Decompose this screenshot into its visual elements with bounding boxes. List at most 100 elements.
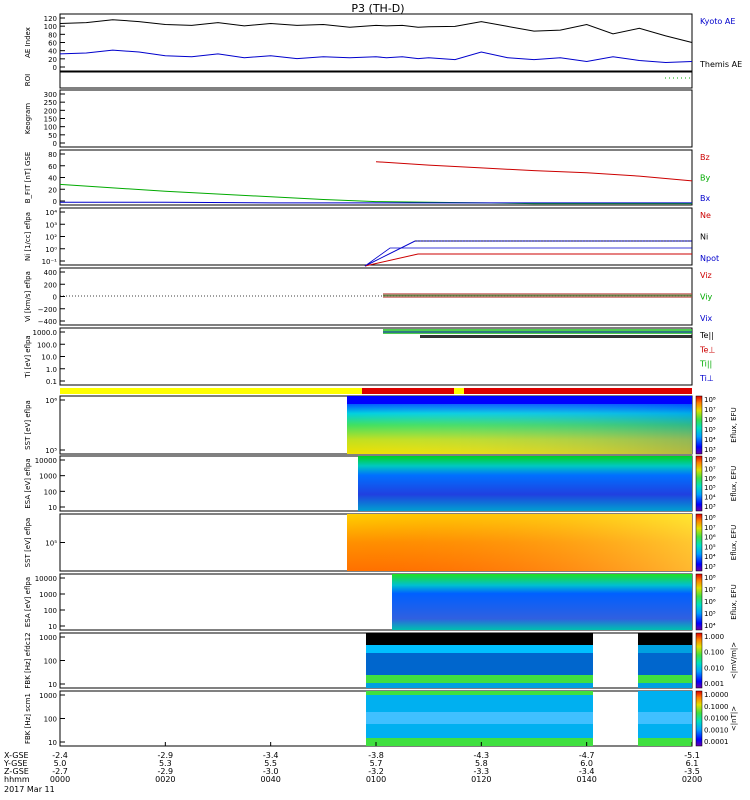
- cbar-tick-esa2-3: 10⁵: [704, 610, 716, 618]
- cbar-tick-sst2-0: 10⁸: [704, 514, 716, 522]
- ytick-esa2-1: 1000: [39, 591, 57, 599]
- sst1-spectrogram: [347, 396, 692, 454]
- fbk1-spectrogram: [366, 633, 692, 688]
- cbar-tick-sst2-3: 10⁵: [704, 543, 716, 551]
- colorbar-fbk2: [695, 690, 703, 747]
- xtick-t-3: 0100: [366, 775, 386, 784]
- legend-bfit-0: Bz: [700, 153, 710, 162]
- cbar-tick-fbk2-1: 0.1000: [704, 703, 729, 711]
- xtick-x-4: -4.3: [474, 751, 490, 760]
- ni-lines: [364, 240, 692, 267]
- cbar-tick-fbk2-4: 0.0001: [704, 738, 729, 746]
- ytick-vi-0: 400: [44, 269, 57, 277]
- x-row-label-z: Z-GSE: [4, 767, 29, 776]
- cbar-tick-sst1-1: 10⁷: [704, 406, 716, 414]
- ytick-ae-5: 20: [48, 56, 57, 64]
- ylabel-bfit: B_FIT [nT] GSE: [24, 152, 32, 204]
- xtick-z-4: -3.3: [474, 767, 490, 776]
- colorbar-sst1: [695, 395, 703, 455]
- legend-bfit-2: Bx: [700, 194, 710, 203]
- cbar-tick-fbk2-0: 1.0000: [704, 691, 729, 699]
- ytick-ae-0: 120: [44, 15, 57, 23]
- ytick-vi-3: −200: [38, 306, 57, 314]
- ytick-fbk1-2: 10: [48, 681, 57, 689]
- legend-ti-0: Te||: [699, 331, 714, 340]
- xtick-t-5: 0140: [576, 775, 596, 784]
- ytick-esa1-1: 1000: [39, 473, 57, 481]
- ytick-esa1-2: 100: [44, 488, 57, 496]
- x-row-label-x: X-GSE: [4, 751, 29, 760]
- series-kyoto-ae: [59, 49, 693, 64]
- ytick-esa1-3: 10: [48, 504, 57, 512]
- xtick-y-3: 5.7: [370, 759, 383, 768]
- ytick-keogram-3: 150: [44, 116, 57, 124]
- cbar-tick-sst2-5: 10³: [704, 563, 716, 571]
- ytick-sst1-0: 10⁶: [45, 397, 57, 405]
- legend-ti-2: Ti||: [699, 360, 712, 369]
- cbar-tick-fbk1-1: 0.100: [704, 649, 724, 657]
- cbar-tick-esa1-5: 10³: [704, 503, 716, 511]
- legend-vi-0: Viz: [700, 271, 712, 280]
- legend-ti-3: Ti⊥: [699, 374, 714, 383]
- xtick-x-6: -5.1: [684, 751, 700, 760]
- cbar-tick-esa1-4: 10⁴: [704, 494, 716, 502]
- cbar-tick-sst1-4: 10⁴: [704, 436, 716, 444]
- ytick-ae-3: 60: [48, 40, 57, 48]
- ytick-ae-6: 0: [53, 64, 57, 72]
- xtick-y-5: 6.0: [580, 759, 593, 768]
- xtick-x-0: -2.4: [52, 751, 68, 760]
- cbar-tick-esa1-3: 10⁵: [704, 484, 716, 492]
- ylabel-keogram: Keogram: [24, 103, 32, 134]
- cbar-tick-fbk1-3: 0.001: [704, 680, 724, 688]
- panel-y-labels: AE Index ROI Keogram B_FIT [nT] GSE Ni [1/cc…: [24, 27, 32, 744]
- ytick-bfit-1: 60: [48, 163, 57, 171]
- bfit-lines: [59, 161, 693, 205]
- cbar-tick-sst2-1: 10⁷: [704, 524, 716, 532]
- sst2-spectrogram: [347, 514, 692, 571]
- ytick-vi-4: −400: [38, 318, 57, 326]
- ylabel-esa2: ESA [eV] eflpa: [24, 577, 32, 627]
- ytick-keogram-0: 300: [44, 91, 57, 99]
- ytick-ni-0: 10⁴: [45, 209, 57, 217]
- ylabel-roi: ROI: [24, 74, 32, 86]
- colorbar-sst2: [695, 513, 703, 572]
- fbk2-spectrogram: [366, 691, 692, 746]
- cbar-label-fbk2: <|nT|>: [730, 706, 738, 731]
- legend-ae-1: Themis AE: [699, 60, 742, 69]
- ylabel-ae: AE Index: [24, 27, 32, 58]
- legend-vi-2: Vix: [700, 314, 713, 323]
- xtick-y-0: 5.0: [54, 759, 67, 768]
- xtick-z-0: -2.7: [52, 767, 68, 776]
- xtick-x-1: -2.9: [158, 751, 174, 760]
- xtick-z-1: -2.9: [158, 767, 174, 776]
- cbar-tick-fbk1-2: 0.010: [704, 664, 724, 672]
- cbar-label-esa1: Eflux, EFU: [730, 466, 738, 501]
- ytick-vi-1: 200: [44, 281, 57, 289]
- cbar-tick-esa1-2: 10⁶: [704, 475, 716, 483]
- series-themis-ae: [59, 19, 693, 43]
- cbar-tick-esa1-1: 10⁷: [704, 465, 716, 473]
- cbar-tick-esa2-1: 10⁷: [704, 586, 716, 594]
- legend-bfit-1: By: [700, 174, 710, 183]
- ae-index-lines: [59, 19, 693, 64]
- xtick-y-4: 5.8: [475, 759, 488, 768]
- ytick-esa1-0: 10000: [35, 457, 57, 465]
- ylabel-fbk1: FBK [Hz] efdc12: [24, 632, 32, 688]
- legend-ae-0: Kyoto AE: [700, 17, 735, 26]
- xtick-x-5: -4.7: [579, 751, 595, 760]
- esa2-spectrogram: [392, 574, 692, 630]
- xtick-y-1: 5.3: [159, 759, 172, 768]
- cbar-label-fbk1: <|mV/m|>: [730, 642, 738, 679]
- plot-title: P3 (TH-D): [351, 2, 404, 15]
- ytick-ni-4: 10⁻¹: [42, 258, 58, 266]
- ytick-ti-1: 100.0: [37, 341, 57, 349]
- ytick-bfit-0: 80: [48, 151, 57, 159]
- x-row-label-y: Y-GSE: [3, 759, 27, 768]
- ytick-ti-4: 0.1: [46, 378, 57, 386]
- panel-frame-ni: [59, 207, 693, 266]
- ytick-esa2-0: 10000: [35, 575, 57, 583]
- colorbar-esa1: [695, 455, 703, 512]
- series-bz: [375, 161, 693, 182]
- cbar-tick-sst2-2: 10⁶: [704, 534, 716, 542]
